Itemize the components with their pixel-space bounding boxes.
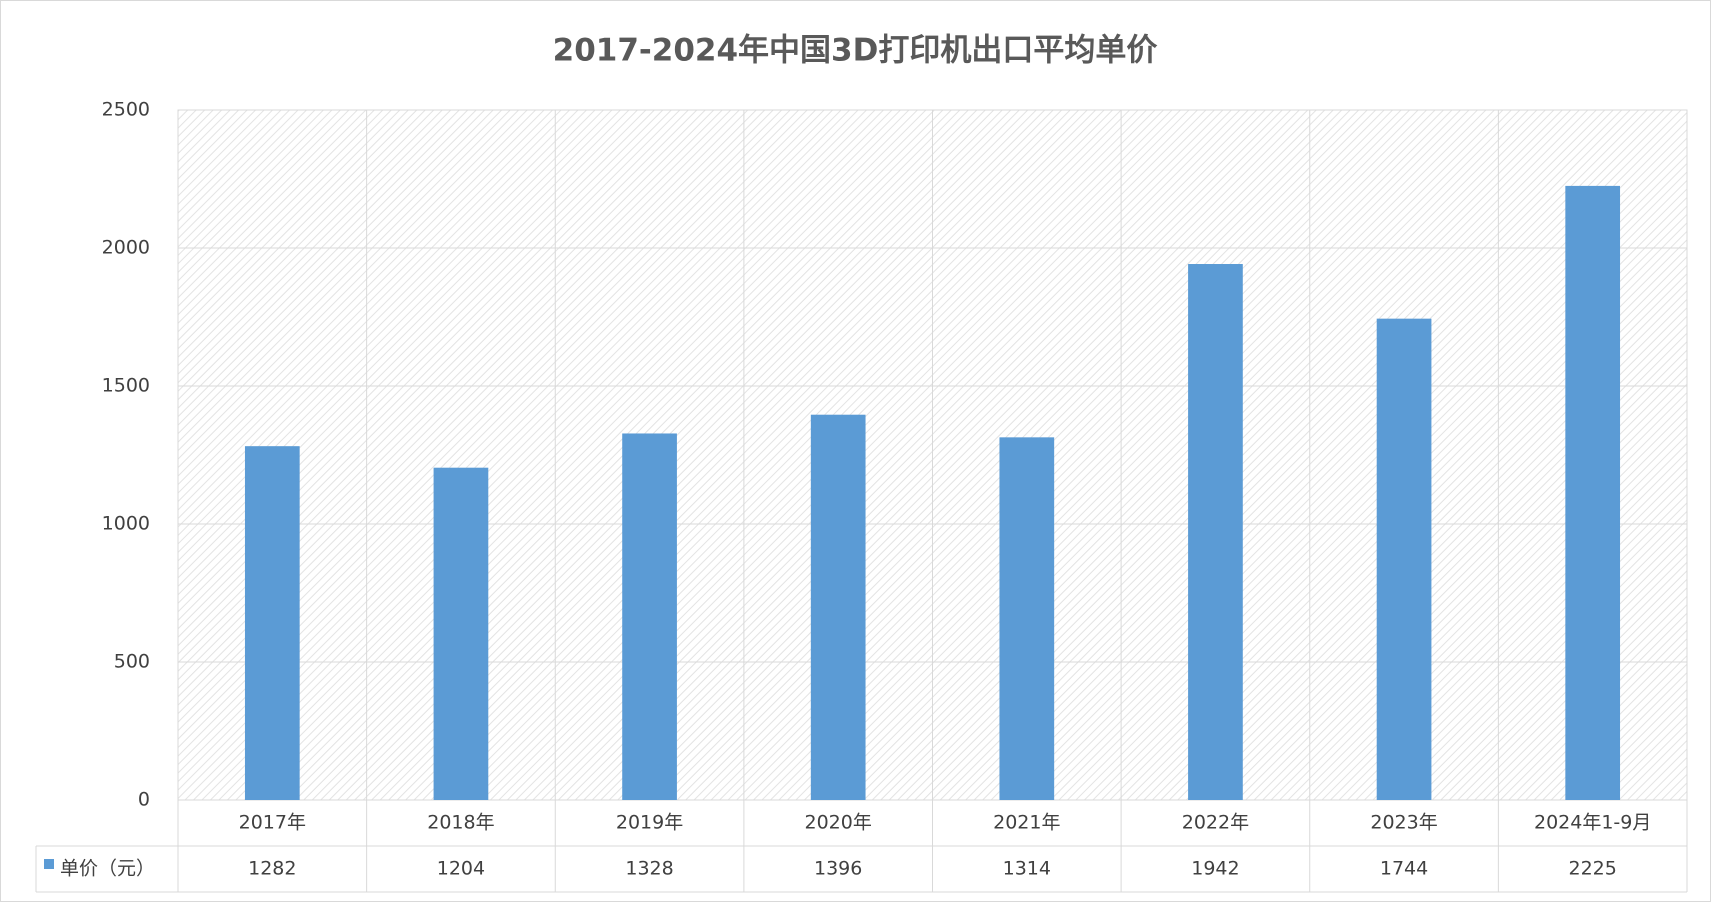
- table-value: 1204: [437, 858, 485, 880]
- bar: [999, 437, 1055, 800]
- x-tick-label: 2018年: [427, 812, 494, 834]
- legend-key: [44, 859, 54, 869]
- x-tick-label: 2021年: [993, 812, 1060, 834]
- y-tick-label: 0: [138, 789, 150, 811]
- x-tick-label: 2019年: [616, 812, 683, 834]
- y-tick-label: 2500: [102, 99, 150, 121]
- bar: [810, 414, 866, 800]
- y-tick-label: 500: [114, 651, 150, 673]
- bar: [1376, 318, 1432, 800]
- bar: [244, 446, 300, 800]
- x-tick-label: 2022年: [1182, 812, 1249, 834]
- y-tick-label: 1000: [102, 513, 150, 535]
- bar: [1188, 264, 1243, 800]
- bar: [1565, 185, 1621, 800]
- table-value: 1942: [1191, 858, 1239, 880]
- table-value: 1314: [1003, 858, 1051, 880]
- chart-title: 2017-2024年中国3D打印机出口平均单价: [553, 33, 1158, 69]
- table-value: 1328: [625, 858, 673, 880]
- table-value: 2225: [1569, 858, 1617, 880]
- y-tick-label: 2000: [102, 237, 150, 259]
- x-tick-label: 2020年: [805, 812, 872, 834]
- table-value: 1396: [814, 858, 862, 880]
- bar: [433, 467, 489, 800]
- table-value: 1282: [248, 858, 296, 880]
- table-value: 1744: [1380, 858, 1428, 880]
- x-tick-label: 2024年1-9月: [1534, 812, 1651, 834]
- y-tick-label: 1500: [102, 375, 150, 397]
- x-tick-label: 2023年: [1370, 812, 1437, 834]
- bar: [622, 433, 677, 800]
- legend-label: 单价（元）: [60, 858, 155, 880]
- x-tick-label: 2017年: [239, 812, 306, 834]
